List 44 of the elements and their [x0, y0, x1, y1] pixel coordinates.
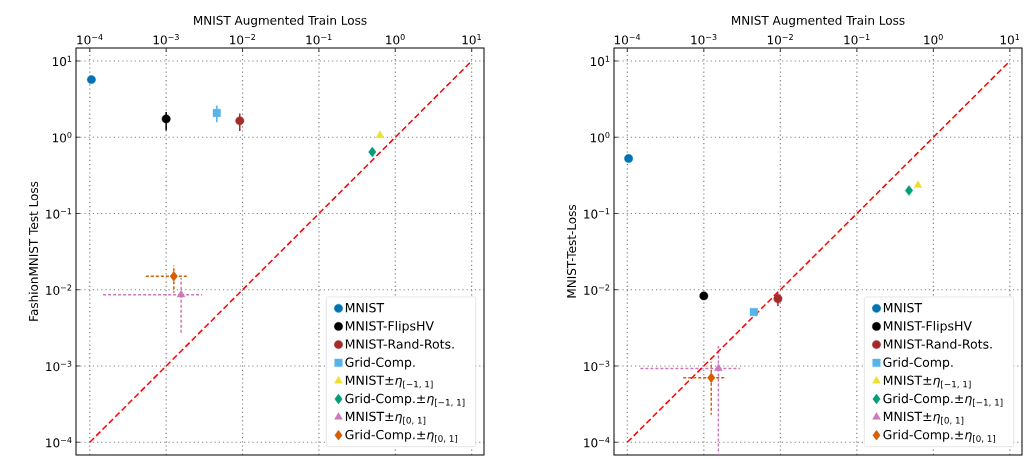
x-tick-label: 10$^{−3}$ [691, 34, 717, 45]
x-axis-title: MNIST Augmented Train Loss [732, 15, 905, 28]
y-tick-label: 10$^{0}$ [52, 131, 72, 143]
x-tick-label: 10$^{0}$ [386, 34, 405, 45]
y-tick-label: 10$^{−3}$ [46, 360, 72, 372]
y-axis-title: FashionMNIST Test Loss [28, 181, 39, 321]
x-tick-label: 10$^{0}$ [924, 34, 943, 45]
legend-label: Grid-Comp. [883, 357, 953, 370]
legend-label: Grid-Comp.±η$_{[−1, 1]}$ [345, 393, 465, 407]
x-tick-label: 10$^{−2}$ [230, 34, 256, 45]
y-tick-label: 10$^{−4}$ [584, 437, 610, 448]
y-tick-label: 10$^{1}$ [590, 55, 610, 67]
legend-label: MNIST±η$_{[−1, 1]}$ [345, 375, 433, 389]
y-tick-label: 10$^{0}$ [590, 131, 610, 143]
x-tick-label: 10$^{−4}$ [77, 34, 103, 45]
y-axis-title: MNIST-Test-Loss [566, 204, 577, 298]
x-axis-title: MNIST Augmented Train Loss [194, 15, 367, 28]
x-tick-label: 10$^{−3}$ [153, 34, 179, 45]
legend-label: Grid-Comp.±η$_{[−1, 1]}$ [883, 393, 1003, 407]
x-tick-label: 10$^{−1}$ [844, 34, 870, 45]
x-tick-label: 10$^{1}$ [1000, 34, 1020, 45]
y-tick-label: 10$^{1}$ [52, 55, 72, 67]
y-tick-label: 10$^{−2}$ [584, 284, 610, 295]
y-tick-label: 10$^{−3}$ [584, 360, 610, 372]
legend-label: MNIST [883, 302, 923, 313]
legend-label: MNIST±η$_{[0, 1]}$ [883, 411, 964, 425]
x-tick-label: 10$^{−2}$ [767, 34, 793, 45]
legend-label: Grid-Comp.±η$_{[0, 1]}$ [345, 429, 458, 443]
legend-label: MNIST-FlipsHV [345, 320, 434, 334]
legend-label: MNIST-Rand-Rots. [345, 339, 454, 349]
legend-label: MNIST [345, 302, 385, 313]
x-tick-label: 10$^{1}$ [462, 34, 481, 45]
legend-label: Grid-Comp.±η$_{[0, 1]}$ [883, 429, 996, 443]
y-tick-label: 10$^{−2}$ [46, 284, 72, 295]
legend-label: MNIST±η$_{[−1, 1]}$ [883, 375, 971, 389]
y-tick-label: 10$^{−1}$ [584, 208, 610, 219]
x-tick-label: 10$^{−4}$ [614, 34, 641, 45]
legend-label: MNIST-FlipsHV [883, 320, 972, 334]
legend-label: MNIST-Rand-Rots. [883, 339, 992, 349]
y-tick-label: 10$^{−1}$ [46, 208, 72, 219]
legend-label: MNIST±η$_{[0, 1]}$ [345, 411, 426, 425]
x-tick-label: 10$^{−1}$ [306, 34, 332, 45]
legend-label: Grid-Comp. [345, 357, 415, 370]
y-tick-label: 10$^{−4}$ [46, 437, 72, 448]
